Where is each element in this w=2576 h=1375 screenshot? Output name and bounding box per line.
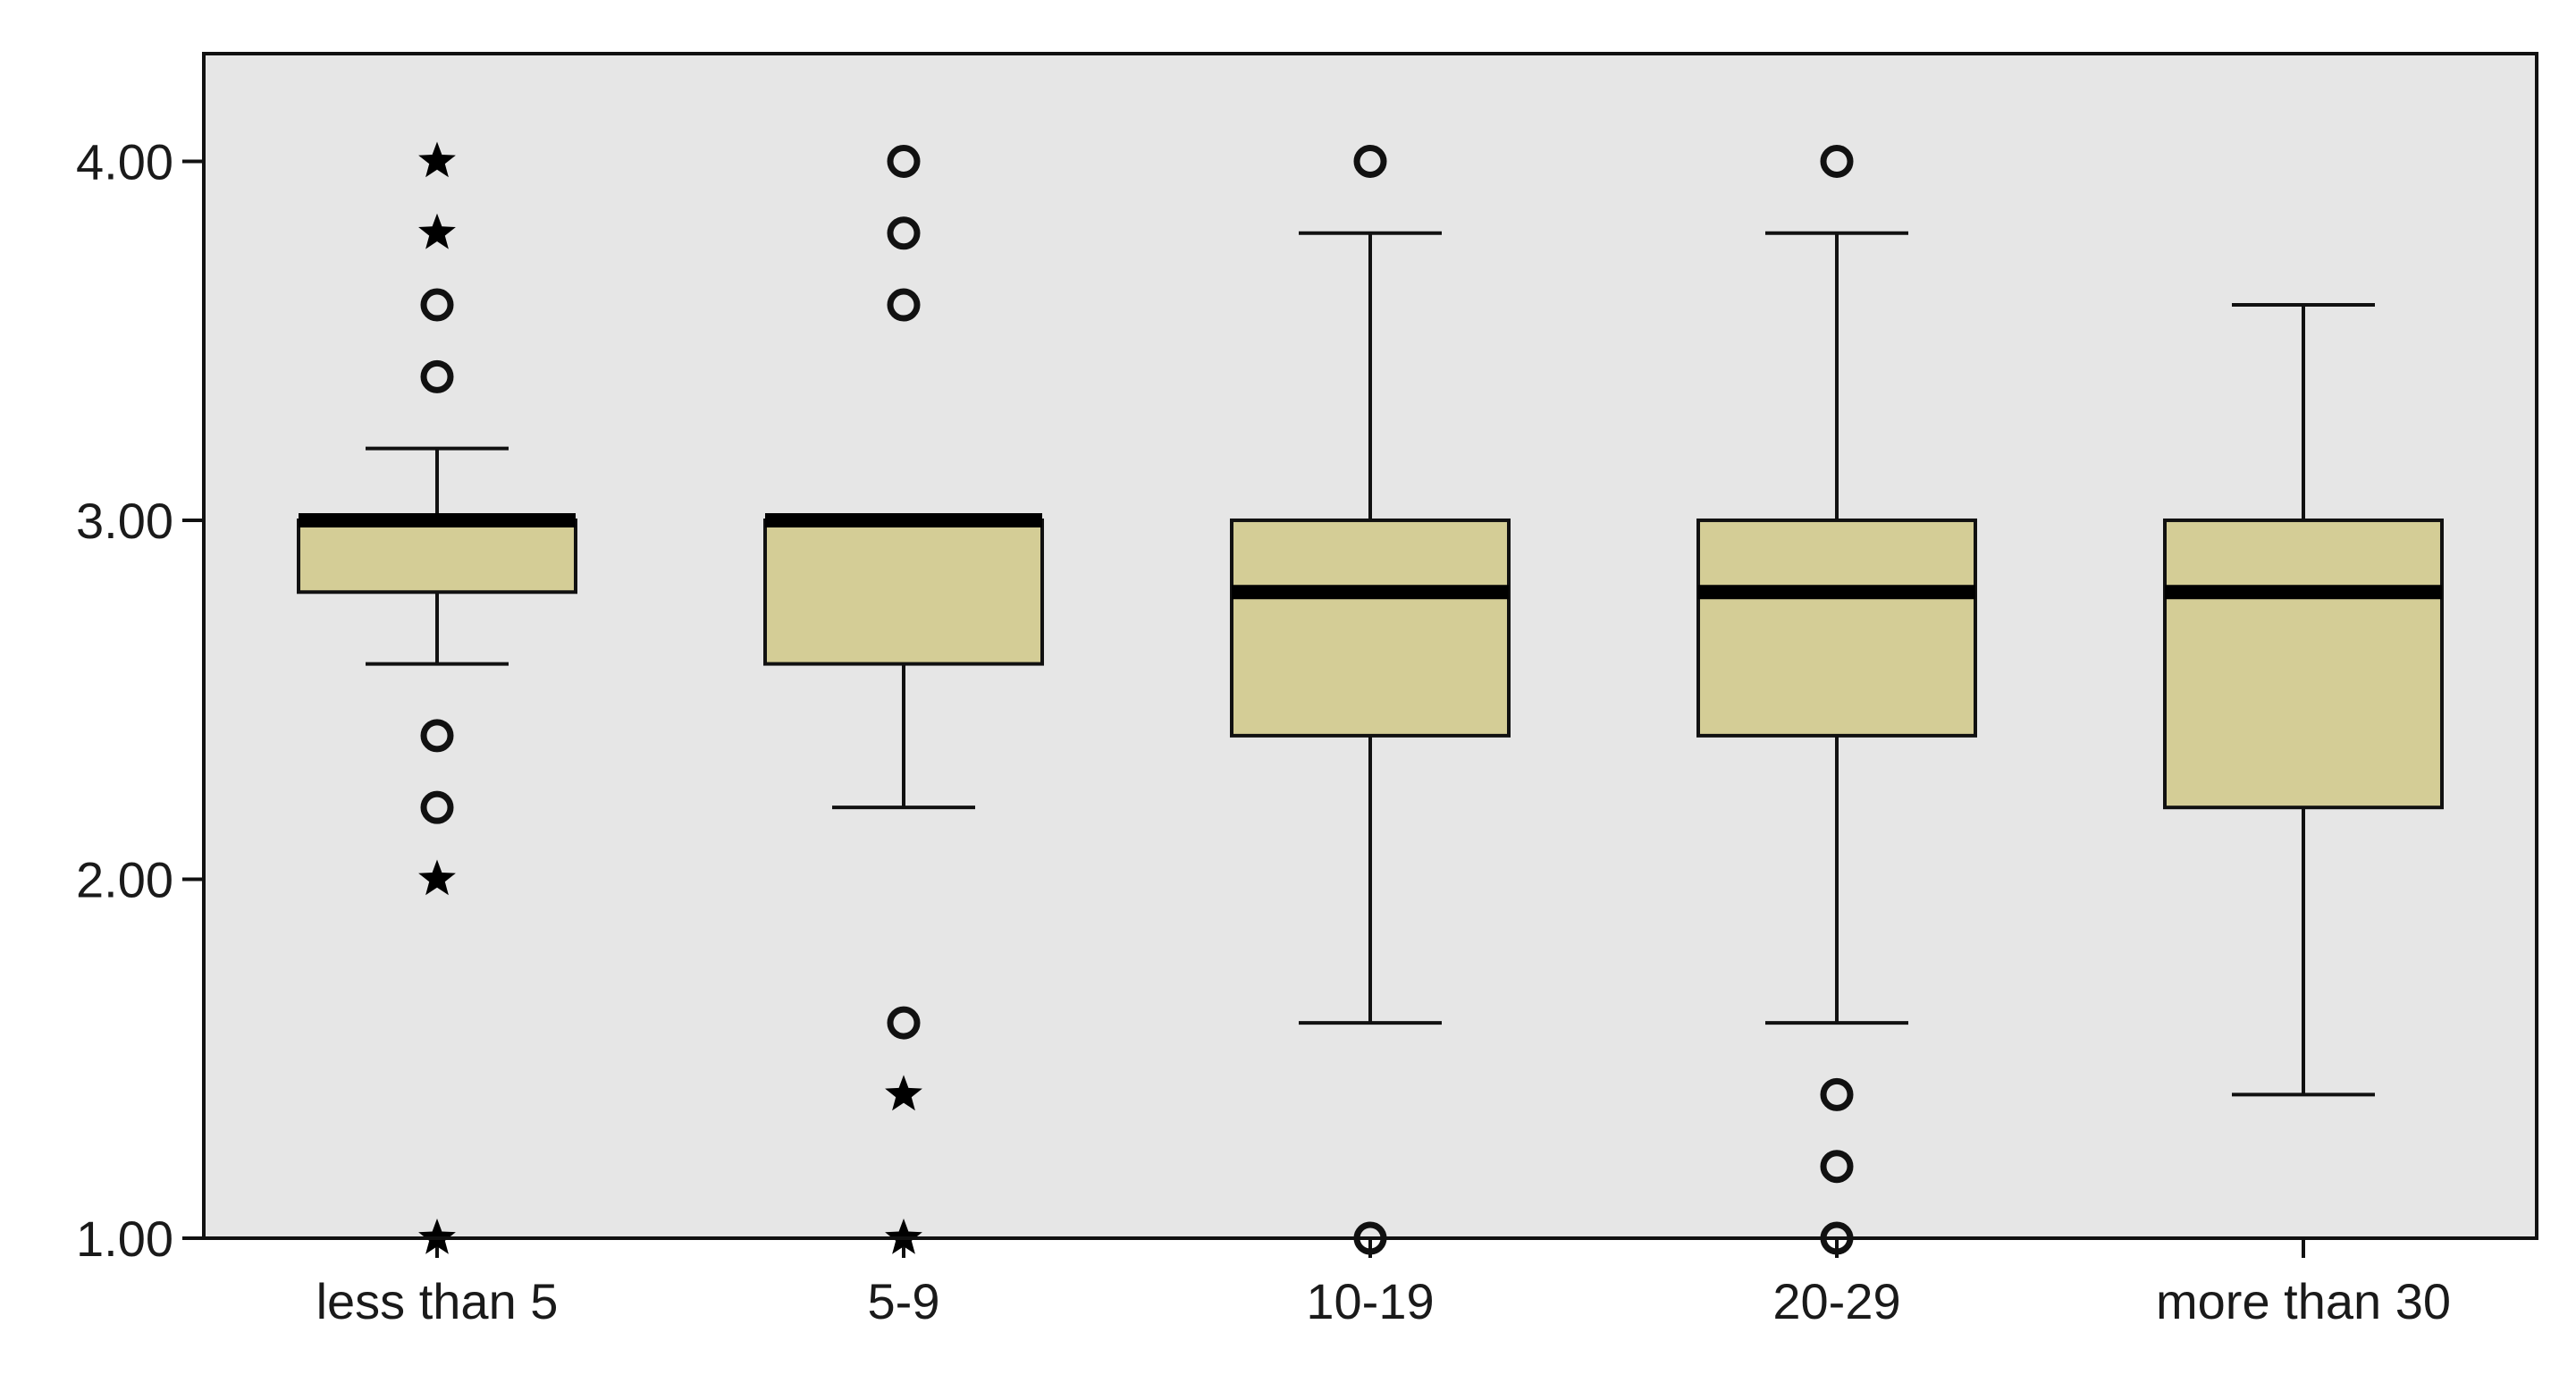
outlier-star: [418, 213, 456, 249]
outlier-star: [885, 1075, 922, 1111]
box-group: [297, 141, 577, 1254]
box: [1696, 518, 1977, 738]
y-tick-label: 1.00: [76, 1211, 173, 1267]
outlier-circle: [1820, 1077, 1854, 1111]
y-axis: 1.00 2.00 3.00 4.00: [76, 133, 204, 1267]
outlier-circle: [887, 216, 921, 250]
y-tick-label: 4.00: [76, 133, 173, 190]
box: [297, 518, 577, 595]
box-group: [1696, 144, 1977, 1255]
outlier-circle: [420, 719, 454, 753]
x-category-label: 5-9: [868, 1273, 940, 1329]
outlier-circle: [1820, 144, 1854, 178]
outlier-star: [418, 141, 456, 178]
x-category-label: more than 30: [2156, 1273, 2451, 1329]
box: [2163, 518, 2444, 810]
plot-frame: [202, 52, 2538, 1240]
x-category-label: less than 5: [316, 1273, 559, 1329]
box-group: [2163, 303, 2444, 1097]
box-series: [297, 141, 2444, 1255]
outlier-circle: [887, 144, 921, 178]
outlier-circle: [1353, 144, 1387, 178]
x-axis: less than 5 5-9 10-19 20-29 more than 30: [316, 1238, 2451, 1329]
x-category-label: 20-29: [1772, 1273, 1900, 1329]
outlier-star: [885, 1219, 922, 1254]
outlier-star: [418, 859, 456, 896]
outlier-circle: [887, 288, 921, 322]
outlier-circle: [887, 1006, 921, 1040]
outlier-circle: [420, 790, 454, 824]
box-group: [763, 144, 1044, 1254]
box: [1230, 518, 1511, 738]
y-tick-label: 3.00: [76, 493, 173, 549]
outlier-star: [418, 1219, 456, 1254]
box: [763, 518, 1044, 666]
y-tick-label: 2.00: [76, 851, 173, 907]
x-category-label: 10-19: [1306, 1273, 1434, 1329]
outlier-circle: [1820, 1150, 1854, 1184]
box-group: [1230, 144, 1511, 1255]
outlier-circle: [420, 288, 454, 322]
outlier-circle: [420, 359, 454, 393]
